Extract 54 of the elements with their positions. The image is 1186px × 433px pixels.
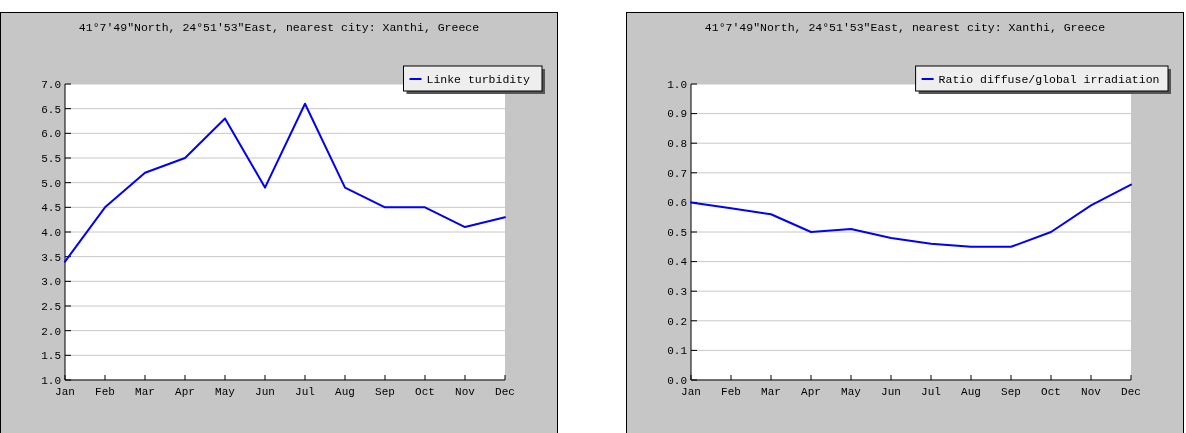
x-tick-label: Dec [495,386,515,398]
x-tick-label: Jun [255,386,275,398]
y-tick-label: 3.5 [41,251,61,264]
chart-title: 41°7′49"North, 24°51′53"East, nearest city: Xanthi, Greece [78,21,480,34]
x-tick-label: Apr [175,386,195,398]
y-tick-label: 5.0 [41,177,61,190]
y-tick-label: 6.0 [41,128,61,141]
x-tick-label: Feb [721,386,741,398]
y-tick-label: 7.0 [41,78,61,91]
x-tick-label: Jul [295,386,315,398]
x-tick-label: Sep [375,386,395,398]
y-tick-label: 2.5 [41,300,61,313]
line-series [64,102,506,263]
y-tick-label: 5.5 [41,152,61,165]
y-tick-label: 1.0 [41,374,61,387]
x-tick-label: Oct [1041,386,1061,398]
y-tick-label: 2.0 [41,325,61,338]
chart-title: 41°7′49"North, 24°51′53"East, nearest city: Xanthi, Greece [704,21,1106,34]
y-tick-label: 0.7 [667,167,687,180]
line-series [690,183,1132,248]
x-tick-label: May [215,386,236,398]
x-tick-label: Jul [921,386,941,398]
x-tick-label: Nov [455,386,476,398]
y-tick-label: 1.0 [667,78,687,91]
x-tick-label: Apr [801,386,821,398]
x-tick-label: Nov [1081,386,1102,398]
x-tick-label: Jan [681,386,701,398]
x-tick-label: May [841,386,862,398]
y-tick-label: 0.2 [667,315,687,328]
y-tick-label: 0.8 [667,138,687,151]
x-tick-label: Mar [135,386,155,398]
y-tick-label: 0.1 [667,345,688,358]
x-tick-label: Oct [415,386,435,398]
x-tick-label: Mar [761,386,781,398]
y-tick-label: 0.4 [667,256,688,269]
y-tick-label: 1.5 [41,350,61,363]
x-tick-label: Jun [881,386,901,398]
x-tick-label: Jan [55,386,75,398]
y-tick-label: 0.3 [667,286,687,299]
x-tick-label: Dec [1121,386,1141,398]
legend-label: Linke turbidity [426,73,531,87]
x-tick-label: Feb [95,386,115,398]
legend-label: Ratio diffuse/global irradiation [938,73,1160,87]
y-tick-label: 0.0 [667,374,687,387]
y-tick-label: 3.0 [41,276,61,289]
y-tick-label: 0.9 [667,108,687,121]
y-tick-label: 6.5 [41,103,61,116]
y-tick-label: 0.5 [667,226,687,239]
x-tick-label: Aug [961,386,981,398]
y-tick-label: 4.0 [41,226,61,239]
x-tick-label: Aug [335,386,355,398]
y-tick-label: 0.6 [667,197,687,210]
x-tick-label: Sep [1001,386,1021,398]
y-tick-label: 4.5 [41,202,61,215]
